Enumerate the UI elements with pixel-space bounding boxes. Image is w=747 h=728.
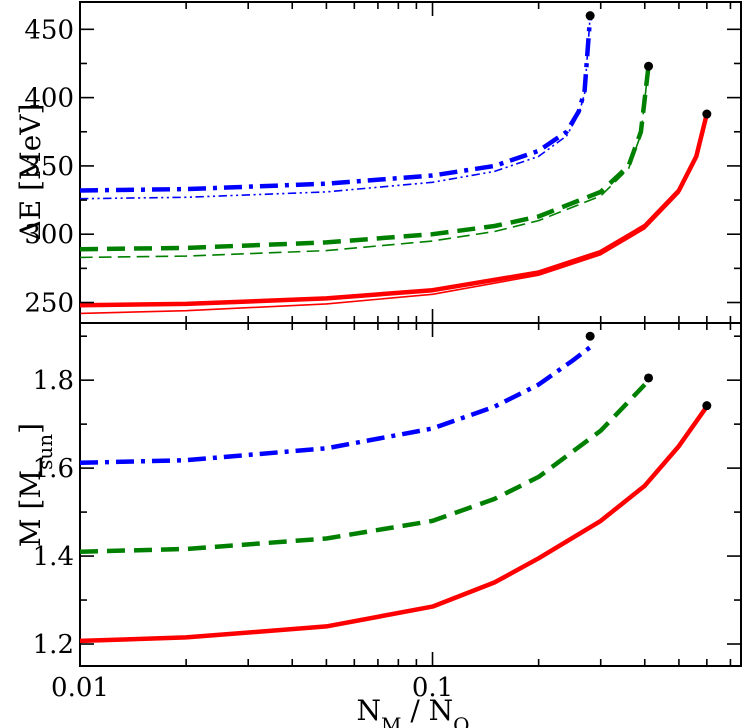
bottom-x-tick-label-1: 0.1 bbox=[412, 673, 453, 703]
bottom-series-line-0 bbox=[79, 345, 592, 466]
x-axis-label: NM / NO bbox=[356, 694, 469, 728]
bottom-series-line-2 bbox=[79, 405, 709, 644]
top-endpoint-marker-1 bbox=[644, 61, 654, 71]
x-axis-label-sub1: M bbox=[381, 713, 401, 728]
top-y-tick-label-3: 400 bbox=[24, 84, 74, 114]
bottom-y-axis-label-main: M [M bbox=[14, 470, 47, 547]
bottom-y-tick-label-2: 1.6 bbox=[33, 454, 74, 484]
top-y-tick-label-0: 250 bbox=[24, 289, 74, 319]
top-y-tick-label-1: 300 bbox=[24, 220, 74, 250]
top-y-tick-label-2: 350 bbox=[24, 152, 74, 182]
x-axis-label-sub2: O bbox=[453, 713, 469, 728]
bottom-y-tick-label-3: 1.8 bbox=[33, 366, 74, 396]
top-series-line-2 bbox=[79, 65, 651, 252]
bottom-panel: 1.2 1.4 1.6 1.8 0.01 0.1 bbox=[33, 322, 742, 703]
bottom-plot-frame bbox=[79, 322, 742, 667]
top-endpoint-marker-0 bbox=[585, 11, 595, 21]
top-series-line-0 bbox=[79, 15, 593, 193]
bottom-y-tick-label-0: 1.2 bbox=[33, 630, 74, 660]
bottom-endpoint-marker-2 bbox=[702, 401, 712, 411]
top-panel: 250 300 350 400 450 bbox=[24, 1, 742, 324]
x-axis-label-n1: N bbox=[356, 694, 381, 727]
bottom-y-tick-label-1: 1.4 bbox=[33, 542, 74, 572]
bottom-x-tick-label-0: 0.01 bbox=[51, 673, 109, 703]
top-series-line-4 bbox=[79, 113, 709, 308]
bottom-endpoint-marker-1 bbox=[644, 373, 654, 383]
top-series-line-5 bbox=[79, 113, 708, 315]
top-series-line-3 bbox=[79, 66, 650, 259]
top-series-line-1 bbox=[79, 15, 591, 200]
bottom-endpoint-marker-0 bbox=[585, 331, 595, 341]
top-y-tick-label-4: 450 bbox=[24, 15, 74, 45]
bottom-series-line-1 bbox=[79, 383, 647, 554]
x-axis-label-mid: / N bbox=[401, 694, 453, 727]
bottom-y-axis-label: M [Msun] bbox=[14, 423, 57, 547]
top-y-axis-label: ΔE [MeV] bbox=[14, 104, 47, 241]
bottom-y-axis-label-sub: sun bbox=[33, 434, 57, 470]
bottom-y-axis-label-end: ] bbox=[14, 423, 47, 434]
top-endpoint-marker-2 bbox=[702, 109, 712, 119]
top-plot-frame bbox=[79, 1, 742, 324]
